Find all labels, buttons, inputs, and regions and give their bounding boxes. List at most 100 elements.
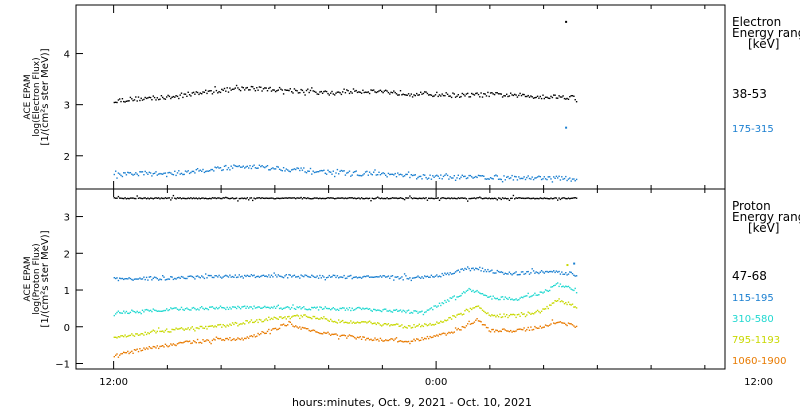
data-point bbox=[171, 308, 173, 310]
data-point bbox=[252, 321, 254, 324]
data-point bbox=[477, 305, 480, 307]
data-point bbox=[252, 308, 254, 310]
data-point bbox=[285, 325, 287, 327]
data-point bbox=[544, 197, 547, 200]
data-point bbox=[438, 333, 441, 335]
data-point bbox=[569, 177, 571, 179]
data-point bbox=[210, 342, 212, 345]
data-point bbox=[235, 338, 238, 341]
data-point bbox=[416, 325, 418, 327]
data-point bbox=[265, 275, 267, 277]
data-point bbox=[468, 197, 470, 200]
data-point bbox=[202, 276, 204, 278]
data-point bbox=[344, 174, 347, 176]
data-point bbox=[257, 332, 259, 335]
data-point bbox=[428, 337, 430, 340]
data-point bbox=[123, 100, 125, 103]
data-point bbox=[531, 329, 533, 331]
data-point bbox=[450, 318, 453, 320]
data-point bbox=[406, 277, 408, 280]
data-point bbox=[538, 272, 540, 275]
data-point bbox=[155, 99, 157, 101]
data-point bbox=[549, 270, 551, 273]
y-tick-label: 3 bbox=[64, 213, 70, 224]
data-point bbox=[327, 331, 329, 333]
data-point bbox=[489, 315, 492, 317]
data-point bbox=[534, 292, 536, 294]
data-point bbox=[153, 330, 156, 332]
data-point bbox=[115, 354, 117, 356]
data-point bbox=[319, 306, 321, 308]
data-point bbox=[367, 321, 369, 323]
data-point bbox=[437, 305, 439, 307]
data-point bbox=[328, 274, 330, 277]
data-point bbox=[260, 86, 262, 88]
data-point bbox=[463, 197, 465, 199]
data-point bbox=[250, 319, 253, 321]
data-point bbox=[246, 274, 248, 277]
data-point bbox=[573, 306, 575, 308]
data-point bbox=[469, 269, 472, 272]
data-point bbox=[501, 181, 504, 183]
data-point bbox=[334, 274, 336, 277]
data-point bbox=[381, 325, 383, 327]
data-point bbox=[403, 340, 406, 343]
data-point bbox=[249, 335, 251, 337]
data-point bbox=[546, 178, 548, 181]
data-point bbox=[397, 197, 399, 200]
data-point bbox=[215, 326, 218, 328]
data-point bbox=[377, 196, 379, 198]
data-point bbox=[461, 197, 463, 199]
data-point bbox=[248, 89, 250, 91]
data-point bbox=[303, 275, 305, 278]
data-point bbox=[305, 315, 308, 318]
data-point bbox=[145, 276, 148, 279]
data-point bbox=[230, 165, 232, 167]
data-point bbox=[330, 334, 332, 336]
data-point bbox=[285, 168, 287, 170]
data-point bbox=[538, 175, 540, 177]
data-point bbox=[207, 274, 210, 277]
data-point bbox=[394, 309, 396, 311]
data-point bbox=[476, 268, 478, 270]
data-point bbox=[531, 312, 533, 315]
data-point bbox=[285, 274, 287, 276]
data-point bbox=[190, 309, 192, 311]
data-point bbox=[465, 268, 468, 270]
data-point bbox=[574, 306, 576, 308]
data-point bbox=[504, 197, 506, 199]
data-point bbox=[465, 177, 468, 180]
data-point bbox=[295, 197, 297, 200]
data-point bbox=[178, 97, 180, 100]
data-point bbox=[186, 171, 188, 173]
data-point bbox=[426, 324, 429, 327]
data-point bbox=[496, 199, 498, 201]
data-point bbox=[199, 198, 201, 200]
data-point bbox=[121, 98, 124, 100]
data-point bbox=[273, 89, 275, 91]
data-point bbox=[162, 197, 164, 200]
data-point bbox=[528, 312, 531, 314]
data-point bbox=[284, 324, 286, 327]
data-point bbox=[215, 89, 218, 92]
data-point bbox=[358, 197, 360, 199]
data-point bbox=[277, 197, 279, 199]
data-point bbox=[227, 197, 230, 200]
data-point bbox=[425, 338, 427, 340]
data-point bbox=[360, 92, 363, 94]
data-point bbox=[311, 173, 313, 175]
data-point bbox=[536, 327, 539, 329]
data-point bbox=[156, 97, 158, 99]
data-point bbox=[125, 174, 128, 176]
data-point bbox=[131, 350, 133, 352]
data-point bbox=[497, 316, 500, 318]
data-point bbox=[515, 316, 517, 319]
data-point bbox=[476, 318, 478, 320]
data-point bbox=[507, 197, 509, 200]
data-point bbox=[477, 93, 480, 96]
data-point bbox=[530, 197, 532, 200]
data-point bbox=[520, 312, 523, 314]
data-point bbox=[567, 178, 570, 180]
data-point bbox=[183, 309, 185, 311]
data-point bbox=[399, 197, 402, 199]
